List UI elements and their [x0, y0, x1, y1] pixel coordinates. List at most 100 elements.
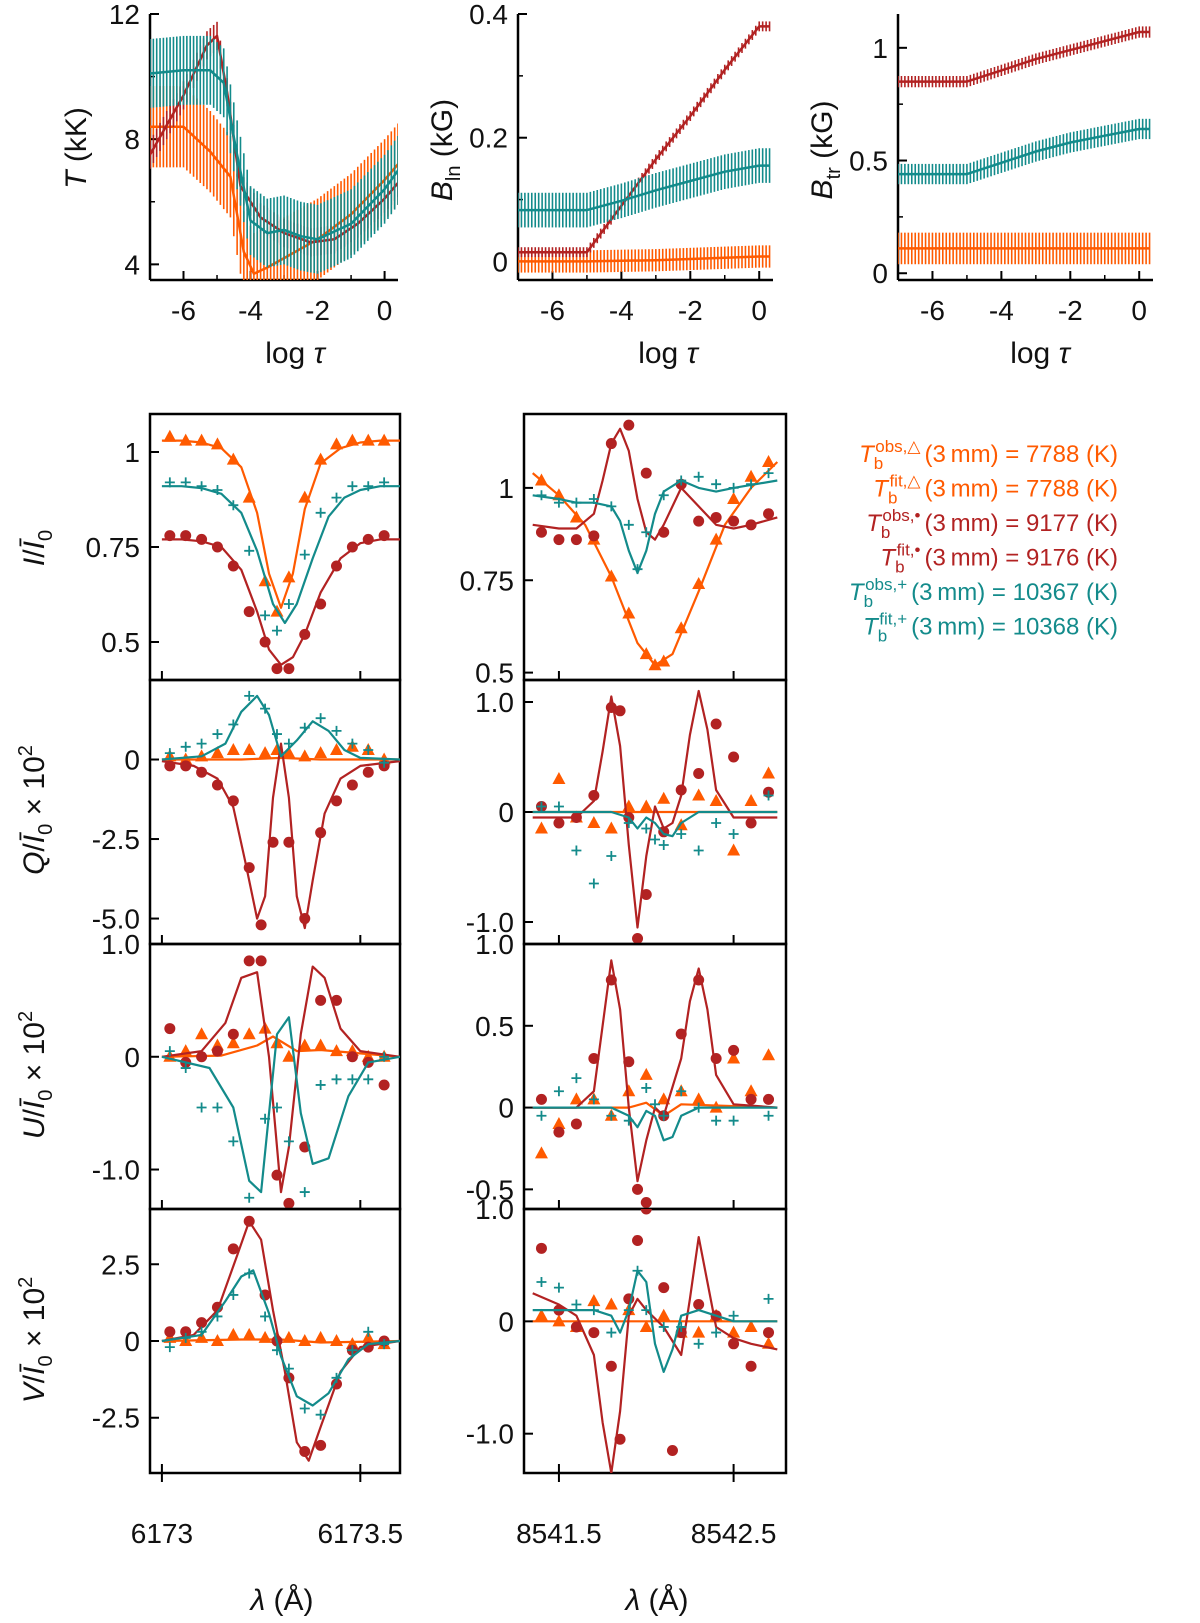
marker-triangle [709, 794, 723, 806]
marker-triangle [210, 746, 224, 759]
marker-plus [571, 1299, 582, 1310]
marker-plus [196, 1326, 207, 1337]
marker-dot [535, 526, 547, 538]
marker-plus [212, 1311, 223, 1322]
marker-dot [255, 955, 267, 967]
marker-triangle [534, 1308, 548, 1321]
marker-plus [260, 610, 271, 621]
marker-plus [676, 475, 687, 486]
marker-dot [315, 598, 327, 610]
series-line [898, 30, 1150, 83]
legend-entry: Tbfit,+ (3 mm) = 10368 (K) [863, 610, 1118, 646]
marker-triangle [330, 437, 344, 450]
series-plus [150, 35, 398, 274]
marker-triangle [709, 532, 723, 545]
marker-triangle [727, 491, 741, 504]
marker-triangle [727, 1325, 741, 1338]
marker-triangle [210, 1334, 224, 1346]
marker-plus [693, 1338, 704, 1349]
marker-dot [259, 636, 271, 648]
marker-triangle [179, 433, 193, 446]
fit-line [161, 742, 400, 930]
marker-plus [196, 738, 207, 749]
y-tick-label: 0.75 [460, 565, 515, 596]
marker-dot [227, 795, 239, 807]
marker-dot [623, 419, 635, 431]
series-plus [898, 118, 1151, 185]
marker-plus [180, 741, 191, 752]
x-tick-label: 6173 [131, 1518, 193, 1549]
marker-dot [710, 1053, 722, 1065]
marker-dot [588, 530, 600, 542]
marker-dot [640, 889, 652, 900]
marker-plus [271, 1102, 282, 1113]
series-dot [161, 1215, 400, 1462]
marker-dot [315, 827, 327, 839]
marker-plus [212, 485, 223, 495]
marker-dot [588, 1327, 600, 1339]
marker-plus [711, 1115, 722, 1126]
y-tick-label: 0 [124, 1042, 140, 1073]
svg-text:log τ: log τ [1010, 337, 1071, 370]
y-tick-label: 0 [498, 1306, 514, 1337]
marker-triangle [226, 1036, 240, 1049]
fit-line [532, 689, 778, 929]
marker-triangle [657, 1308, 671, 1321]
marker-triangle [226, 1327, 240, 1340]
marker-triangle [569, 1092, 583, 1105]
marker-triangle [298, 1038, 312, 1051]
marker-dot [227, 1028, 239, 1040]
x-tick-label: 8542.5 [691, 1518, 777, 1549]
svg-text:I/Ī0: I/Ī0 [18, 530, 57, 566]
marker-plus [536, 490, 547, 501]
marker-plus [180, 477, 191, 488]
legend-entry: Tbfit,• (3 mm) = 9176 (K) [880, 541, 1118, 577]
marker-dot [640, 467, 652, 479]
marker-dot [693, 515, 705, 527]
marker-dot [362, 533, 374, 545]
marker-plus [347, 1345, 358, 1356]
panel-V1: -2.5 0 2.5 6173 6173.5 [92, 1207, 403, 1549]
marker-dot [614, 705, 626, 717]
marker-dot [570, 1118, 582, 1130]
panel-T: 4 8 12 -6 -4 -2 0 [109, 0, 398, 326]
marker-dot [271, 1169, 283, 1181]
series-dot [161, 955, 400, 1209]
x-tick-label: 8541.5 [516, 1518, 602, 1549]
marker-dot [196, 766, 208, 778]
y-tick-label: 12 [109, 0, 140, 30]
marker-dot [346, 1051, 358, 1063]
marker-triangle [692, 1092, 706, 1105]
marker-triangle [534, 821, 548, 834]
y-tick-label: 0.5 [849, 146, 888, 177]
marker-plus [379, 757, 390, 768]
fit-line [161, 439, 400, 609]
series-plus [532, 1073, 778, 1142]
y-tick-label: -1.0 [466, 907, 514, 938]
marker-plus [693, 1102, 704, 1113]
axes-frame [522, 412, 788, 682]
series-line [150, 69, 398, 241]
axes-frame [148, 942, 402, 1211]
marker-triangle [552, 1116, 566, 1129]
marker-plus [632, 564, 643, 575]
marker-dot [315, 1439, 327, 1451]
label-T: T (kK) [60, 107, 93, 189]
label-I: I/Ī0 [18, 530, 57, 566]
marker-plus [588, 1305, 599, 1316]
lambda-labels: λ (Å) λ (Å) [248, 1584, 688, 1617]
marker-triangle [552, 1314, 566, 1327]
marker-triangle [314, 1330, 328, 1343]
x-tick-label: -4 [989, 295, 1014, 326]
marker-plus [553, 1282, 564, 1293]
marker-dot [710, 511, 722, 523]
marker-triangle [195, 1027, 209, 1040]
y-tick-label: 0.4 [469, 0, 508, 30]
y-tick-label: 1.0 [101, 929, 140, 960]
marker-plus [588, 878, 599, 889]
plot-area [161, 955, 400, 1209]
marker-plus [228, 719, 239, 730]
marker-plus [283, 1136, 294, 1147]
y-tick-label: 0 [498, 797, 514, 828]
marker-plus [271, 729, 282, 740]
